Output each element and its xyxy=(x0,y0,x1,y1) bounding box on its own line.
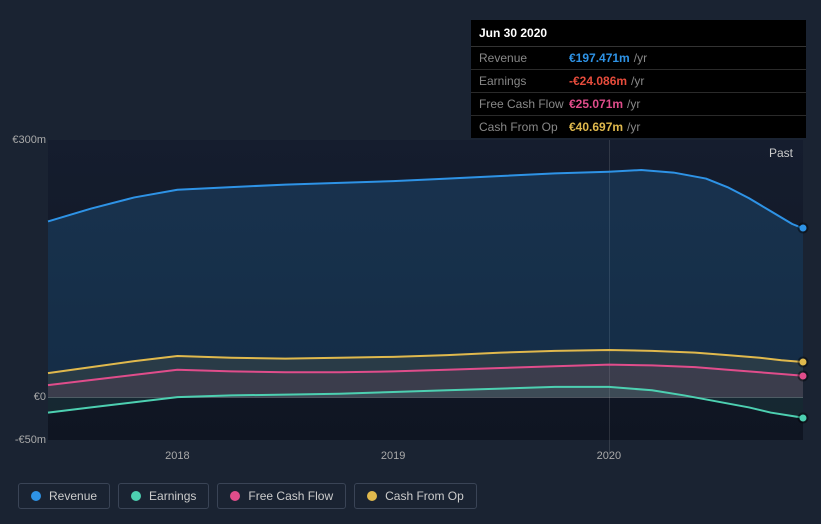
legend-label: Revenue xyxy=(49,489,97,503)
hover-tooltip: Jun 30 2020 Revenue€197.471m/yrEarnings-… xyxy=(471,20,806,138)
tooltip-row-value: €40.697m xyxy=(569,120,623,134)
tooltip-row: Revenue€197.471m/yr xyxy=(471,47,806,70)
tooltip-date: Jun 30 2020 xyxy=(471,20,806,47)
legend-item-cash_from_op[interactable]: Cash From Op xyxy=(354,483,477,509)
legend-label: Free Cash Flow xyxy=(248,489,333,503)
tooltip-row-value: €197.471m xyxy=(569,51,630,65)
legend-label: Cash From Op xyxy=(385,489,464,503)
series-end-dot-free_cash_flow xyxy=(800,372,807,379)
legend-item-free_cash_flow[interactable]: Free Cash Flow xyxy=(217,483,346,509)
tooltip-row-label: Revenue xyxy=(479,51,569,65)
tooltip-row-value: -€24.086m xyxy=(569,74,627,88)
legend: Revenue Earnings Free Cash Flow Cash From O… xyxy=(18,483,477,509)
tooltip-row-unit: /yr xyxy=(627,97,640,111)
x-axis-tick: 2018 xyxy=(165,450,189,462)
tooltip-row-label: Cash From Op xyxy=(479,120,569,134)
financial-chart-container: Jun 30 2020 Revenue€197.471m/yrEarnings-… xyxy=(0,0,821,524)
series-end-dot-cash_from_op xyxy=(800,359,807,366)
tooltip-row-unit: /yr xyxy=(627,120,640,134)
legend-swatch-icon xyxy=(31,491,41,501)
legend-label: Earnings xyxy=(149,489,196,503)
tooltip-row: Cash From Op€40.697m/yr xyxy=(471,116,806,138)
plot-area[interactable]: Past xyxy=(48,140,803,440)
tooltip-row-label: Earnings xyxy=(479,74,569,88)
tooltip-row-unit: /yr xyxy=(634,51,647,65)
series-svg xyxy=(48,140,803,440)
legend-swatch-icon xyxy=(367,491,377,501)
legend-swatch-icon xyxy=(131,491,141,501)
legend-item-revenue[interactable]: Revenue xyxy=(18,483,110,509)
series-end-dot-revenue xyxy=(800,225,807,232)
legend-item-earnings[interactable]: Earnings xyxy=(118,483,209,509)
tooltip-row-value: €25.071m xyxy=(569,97,623,111)
x-axis-tick: 2020 xyxy=(597,450,621,462)
chart-area: €300m€0-€50m Past 201820192020 xyxy=(18,120,803,450)
y-axis-tick: €0 xyxy=(34,391,46,403)
tooltip-row-label: Free Cash Flow xyxy=(479,97,569,111)
x-axis-tick: 2019 xyxy=(381,450,405,462)
series-end-dot-earnings xyxy=(800,414,807,421)
y-axis-tick: €300m xyxy=(12,134,46,146)
legend-swatch-icon xyxy=(230,491,240,501)
tooltip-row: Earnings-€24.086m/yr xyxy=(471,70,806,93)
tooltip-row-unit: /yr xyxy=(631,74,644,88)
y-axis-tick: -€50m xyxy=(15,434,46,446)
tooltip-row: Free Cash Flow€25.071m/yr xyxy=(471,93,806,116)
